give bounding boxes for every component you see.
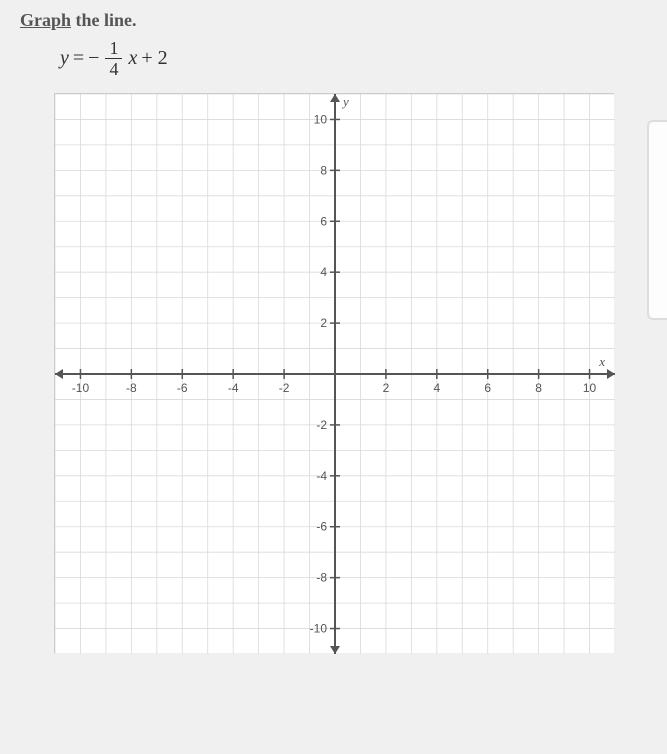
svg-text:-6: -6: [316, 520, 327, 534]
svg-text:4: 4: [320, 265, 327, 279]
svg-text:6: 6: [484, 381, 491, 395]
svg-text:8: 8: [320, 163, 327, 177]
equation-lhs: y: [60, 47, 69, 70]
svg-text:2: 2: [320, 316, 327, 330]
svg-text:-10: -10: [71, 381, 89, 395]
svg-text:-4: -4: [316, 469, 327, 483]
equation-neg: −: [88, 47, 99, 70]
graph-svg: -10-8-6-4-2246810-10-8-6-4-2246810xy: [55, 94, 615, 654]
svg-text:-4: -4: [227, 381, 238, 395]
svg-text:-8: -8: [126, 381, 137, 395]
svg-text:x: x: [598, 354, 605, 369]
svg-text:8: 8: [535, 381, 542, 395]
svg-text:2: 2: [382, 381, 389, 395]
equation-fraction: 1 4: [105, 39, 122, 78]
fraction-denominator: 4: [105, 59, 122, 78]
svg-text:y: y: [341, 94, 349, 109]
equation-equals: =: [73, 47, 84, 70]
svg-text:-8: -8: [316, 571, 327, 585]
svg-text:10: 10: [313, 112, 327, 126]
prompt-object: the line.: [71, 10, 137, 30]
svg-text:-2: -2: [278, 381, 289, 395]
equation-rhs-var: x: [128, 47, 137, 70]
svg-text:6: 6: [320, 214, 327, 228]
prompt-action: Graph: [20, 10, 71, 30]
svg-text:10: 10: [582, 381, 596, 395]
coordinate-plane[interactable]: -10-8-6-4-2246810-10-8-6-4-2246810xy: [54, 93, 614, 653]
side-panel-edge: [647, 120, 667, 320]
svg-text:4: 4: [433, 381, 440, 395]
equation-tail: + 2: [141, 47, 167, 70]
svg-text:-6: -6: [176, 381, 187, 395]
equation-display: y = − 1 4 x + 2: [60, 39, 647, 78]
fraction-numerator: 1: [105, 39, 122, 59]
svg-text:-10: -10: [309, 622, 327, 636]
svg-text:-2: -2: [316, 418, 327, 432]
question-prompt: Graph the line.: [20, 10, 647, 31]
